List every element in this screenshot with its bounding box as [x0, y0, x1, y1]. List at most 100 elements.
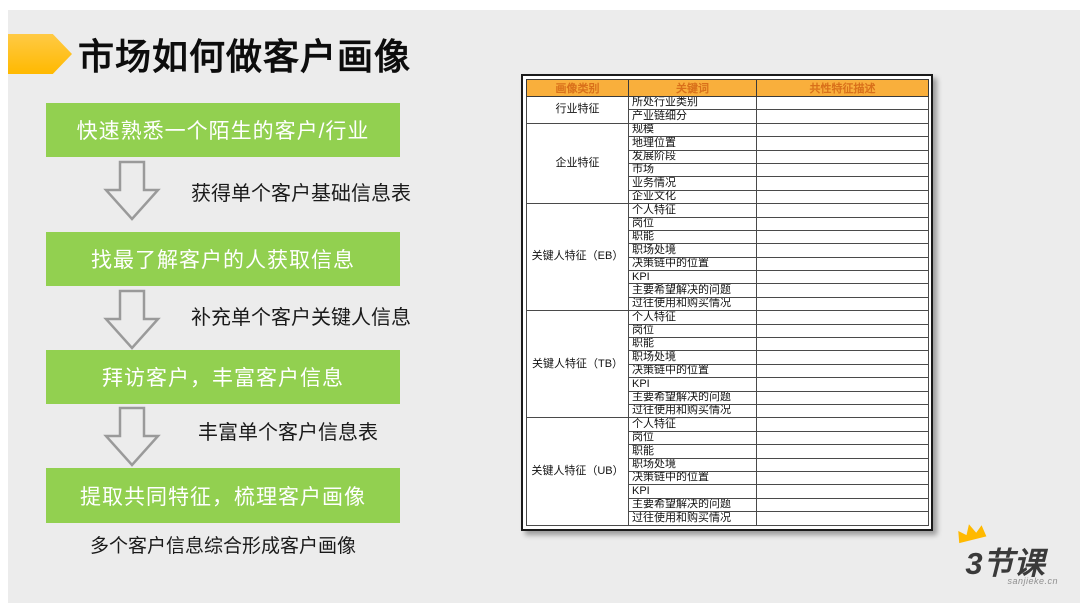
- keyword-cell: 职场处境: [628, 457, 757, 472]
- flow-note-3: 丰富单个客户信息表: [198, 422, 378, 444]
- table-row: 过往使用和购买情况: [527, 511, 929, 526]
- table-row: 关键人特征（UB） 个人特征: [526, 417, 929, 526]
- logo-subtext: sanjieke.cn: [1007, 576, 1058, 586]
- description-cell: [756, 109, 929, 124]
- description-cell: [756, 203, 929, 218]
- profile-table-body: 行业特征 所处行业类别 产业链细分 企业特征 规模 地理位置 发展阶段 市场 业务情况 企业文化关…: [526, 95, 929, 526]
- category-cell: 关键人特征（EB）: [526, 203, 629, 312]
- down-arrow-icon: [103, 289, 161, 350]
- table-row: 地理位置: [527, 136, 929, 151]
- keyword-cell: KPI: [628, 270, 757, 285]
- keyword-cell: 主要希望解决的问题: [628, 390, 757, 405]
- title-bullet-arrow-icon: [8, 34, 72, 74]
- table-row: 主要希望解决的问题: [527, 390, 929, 405]
- keyword-cell: 岗位: [628, 323, 757, 339]
- keyword-cell: 过往使用和购买情况: [628, 403, 757, 419]
- description-cell: [756, 122, 929, 138]
- customer-profile-sheet: 画像类别 关键词 共性特征描述 行业特征 所处行业类别 产业链细分 企业特征 规模 地理位…: [521, 74, 933, 531]
- down-arrow-icon: [103, 406, 161, 467]
- keyword-cell: KPI: [628, 484, 757, 499]
- flow-note-4: 多个客户信息综合形成客户画像: [89, 536, 356, 557]
- keyword-cell: 所处行业类别: [628, 95, 757, 111]
- flow-step-3: 拜访客户，丰富客户信息: [46, 350, 400, 404]
- table-row: 关键人特征（EB） 个人特征: [526, 203, 929, 312]
- table-row: 决策链中的位置: [527, 470, 929, 486]
- description-cell: [756, 176, 929, 191]
- flow-step-1-label: 快速熟悉一个陌生的客户/行业: [76, 120, 370, 143]
- header-category: 画像类别: [526, 79, 629, 97]
- keyword-cell: 职能: [628, 337, 757, 352]
- table-header-row: 画像类别 关键词 共性特征描述: [526, 79, 929, 97]
- keyword-cell: 主要希望解决的问题: [628, 283, 757, 298]
- keyword-cell: 发展阶段: [628, 149, 757, 164]
- flow-note-1: 获得单个客户基础信息表: [191, 183, 411, 205]
- description-cell: [756, 296, 929, 312]
- keyword-cell: 业务情况: [628, 176, 757, 191]
- description-cell: [756, 470, 929, 486]
- slide-canvas: 市场如何做客户画像 快速熟悉一个陌生的客户/行业 获得单个客户基础信息表 找最了…: [8, 10, 1080, 603]
- crown-icon: [958, 524, 987, 544]
- keyword-cell: 决策链中的位置: [628, 470, 757, 486]
- description-cell: [756, 457, 929, 472]
- description-cell: [756, 403, 929, 419]
- table-row: 行业特征 所处行业类别: [526, 95, 929, 124]
- description-cell: [756, 136, 929, 151]
- keyword-cell: 职能: [628, 444, 757, 459]
- description-cell: [756, 377, 929, 392]
- keyword-cell: KPI: [628, 377, 757, 392]
- description-cell: [756, 256, 929, 272]
- table-row: 关键人特征（TB） 个人特征: [526, 310, 929, 419]
- category-cell: 关键人特征（TB）: [526, 310, 629, 419]
- keyword-cell: 规模: [628, 122, 757, 138]
- flow-step-4-label: 提取共同特征，梳理客户画像: [80, 485, 366, 509]
- description-cell: [756, 189, 929, 205]
- table-row: 主要希望解决的问题: [527, 497, 929, 513]
- flow-note-2: 补充单个客户关键人信息: [191, 307, 411, 329]
- description-cell: [756, 229, 929, 245]
- category-cell: 企业特征: [526, 122, 629, 205]
- keyword-cell: 市场: [628, 162, 757, 178]
- description-cell: [756, 149, 929, 164]
- description-cell: [756, 162, 929, 178]
- description-cell: [756, 444, 929, 459]
- keyword-cell: 个人特征: [628, 310, 757, 325]
- header-description: 共性特征描述: [756, 79, 929, 97]
- flow-step-1: 快速熟悉一个陌生的客户/行业: [46, 103, 400, 157]
- keyword-cell: 职能: [628, 229, 757, 245]
- down-arrow-icon: [103, 160, 161, 221]
- keyword-cell: 过往使用和购买情况: [628, 296, 757, 312]
- description-cell: [756, 310, 929, 325]
- description-cell: [756, 323, 929, 339]
- description-cell: [756, 95, 929, 111]
- table-row: 岗位: [527, 430, 929, 446]
- keyword-cell: 产业链细分: [628, 109, 757, 124]
- keyword-cell: 过往使用和购买情况: [628, 511, 757, 526]
- table-row: 企业特征 规模: [526, 122, 929, 205]
- keyword-cell: 职场处境: [628, 350, 757, 365]
- description-cell: [756, 337, 929, 352]
- description-cell: [756, 216, 929, 231]
- flow-step-3-label: 拜访客户，丰富客户信息: [102, 367, 344, 390]
- category-cell: 关键人特征（UB）: [526, 417, 629, 526]
- keyword-cell: 职场处境: [628, 243, 757, 258]
- table-row: 产业链细分: [527, 109, 929, 124]
- description-cell: [756, 390, 929, 405]
- description-cell: [756, 484, 929, 499]
- keyword-cell: 岗位: [628, 430, 757, 446]
- keyword-cell: 企业文化: [628, 189, 757, 205]
- category-cell: 行业特征: [526, 96, 629, 124]
- flow-step-2-label: 找最了解客户的人获取信息: [91, 249, 355, 272]
- page-title: 市场如何做客户画像: [78, 36, 412, 77]
- flow-step-4: 提取共同特征，梳理客户画像: [46, 468, 400, 523]
- keyword-cell: 决策链中的位置: [628, 363, 757, 379]
- description-cell: [756, 511, 929, 526]
- keyword-cell: 岗位: [628, 216, 757, 231]
- description-cell: [756, 497, 929, 513]
- description-cell: [756, 417, 929, 432]
- sanjieke-logo: 3节课 sanjieke.cn: [946, 523, 1071, 593]
- profile-table: 画像类别 关键词 共性特征描述 行业特征 所处行业类别 产业链细分 企业特征 规模 地理位…: [526, 79, 929, 526]
- logo-text: 3节课: [965, 546, 1045, 581]
- table-row: 主要希望解决的问题: [527, 283, 929, 298]
- description-cell: [756, 350, 929, 365]
- table-row: 决策链中的位置: [527, 363, 929, 379]
